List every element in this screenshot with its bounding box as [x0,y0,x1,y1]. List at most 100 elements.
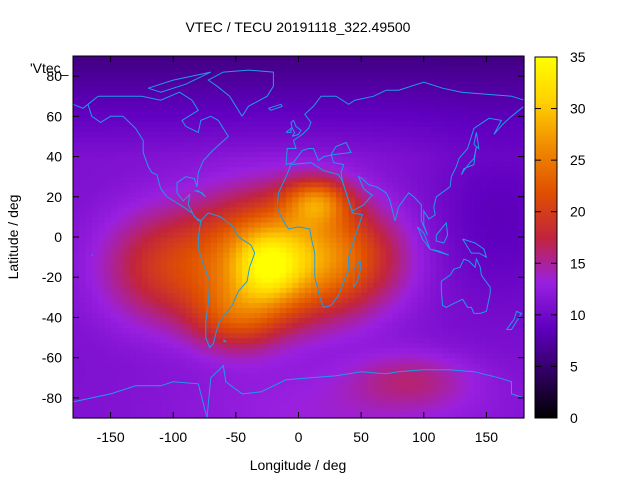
heat-cell [267,101,275,107]
heat-cell [505,387,513,394]
heat-cell [311,362,318,369]
heat-cell [210,206,218,213]
heat-cell [116,176,124,183]
heat-cell [354,387,362,394]
heat-cell [473,407,481,414]
heat-cell [160,332,168,339]
heat-cell [354,141,362,148]
heat-cell [285,257,293,263]
heat-cell [248,292,256,298]
heat-cell [185,161,193,168]
heat-cell [436,186,444,193]
heat-cell [192,247,199,253]
heat-cell [129,327,137,334]
heat-cell [480,186,488,193]
heat-cell [198,86,206,92]
heat-cell [235,317,243,324]
heat-cell [91,91,99,97]
heat-cell [254,282,262,288]
heat-cell [210,387,218,394]
heat-cell [461,201,469,208]
heat-cell [254,287,262,293]
heat-cell [110,216,118,223]
heat-cell [392,382,400,389]
heat-cell [467,136,475,143]
heat-cell [417,151,425,158]
heat-cell [404,106,412,112]
heat-cell [323,262,331,268]
heat-cell [116,397,124,404]
heat-cell [223,136,231,143]
heat-cell [260,176,268,183]
heat-cell [398,76,406,82]
heat-cell [104,71,112,77]
heat-cell [492,277,500,283]
heat-cell [467,106,475,112]
heat-cell [292,277,300,283]
heat-cell [160,166,168,173]
heat-cell [398,61,406,67]
heat-cell [79,347,87,354]
heat-cell [461,106,469,112]
heat-cell [179,362,187,369]
heat-cell [473,307,481,314]
heat-cell [104,146,112,153]
heat-cell [505,367,513,374]
heat-cell [248,297,256,303]
heat-cell [273,302,281,308]
heat-cell [123,81,130,87]
heat-cell [430,231,437,238]
heat-cell [98,307,105,314]
heat-cell [430,292,437,298]
heat-cell [166,382,174,389]
heat-cell [104,156,112,163]
heat-cell [317,101,325,107]
heat-cell [411,377,419,384]
heat-cell [160,352,168,359]
heat-cell [448,221,456,228]
heat-cell [267,106,275,112]
heat-cell [329,56,337,62]
heat-cell [498,76,506,82]
heat-cell [123,322,130,329]
heat-cell [354,126,362,133]
heat-cell [436,56,444,62]
heat-cell [123,397,130,404]
heat-cell [430,101,437,107]
heat-cell [110,121,118,127]
heat-cell [273,392,281,399]
heat-cell [342,111,350,117]
heat-cell [436,292,444,298]
heat-cell [173,61,181,67]
heat-cell [116,156,124,163]
heat-cell [442,287,450,293]
heat-cell [323,221,331,228]
heat-cell [354,342,362,349]
heat-cell [492,252,500,258]
heat-cell [229,176,237,183]
heat-cell [279,237,287,243]
heat-cell [192,156,199,163]
heat-cell [116,357,124,364]
heat-cell [442,247,450,253]
heat-cell [361,357,368,364]
heat-cell [292,307,300,314]
heat-cell [166,141,174,148]
heat-cell [160,181,168,188]
heat-cell [116,412,124,419]
heat-cell [430,176,437,183]
heat-cell [448,332,456,339]
heat-cell [223,221,231,228]
heat-cell [430,66,437,72]
heat-cell [141,191,149,198]
heat-cell [298,367,306,374]
heat-cell [404,156,412,163]
heat-cell [348,196,356,203]
heat-cell [98,292,105,298]
heat-cell [386,221,394,228]
heat-cell [448,242,456,248]
heat-cell [304,151,312,158]
heat-cell [336,332,343,339]
heat-cell [361,101,368,107]
heat-cell [148,211,156,218]
